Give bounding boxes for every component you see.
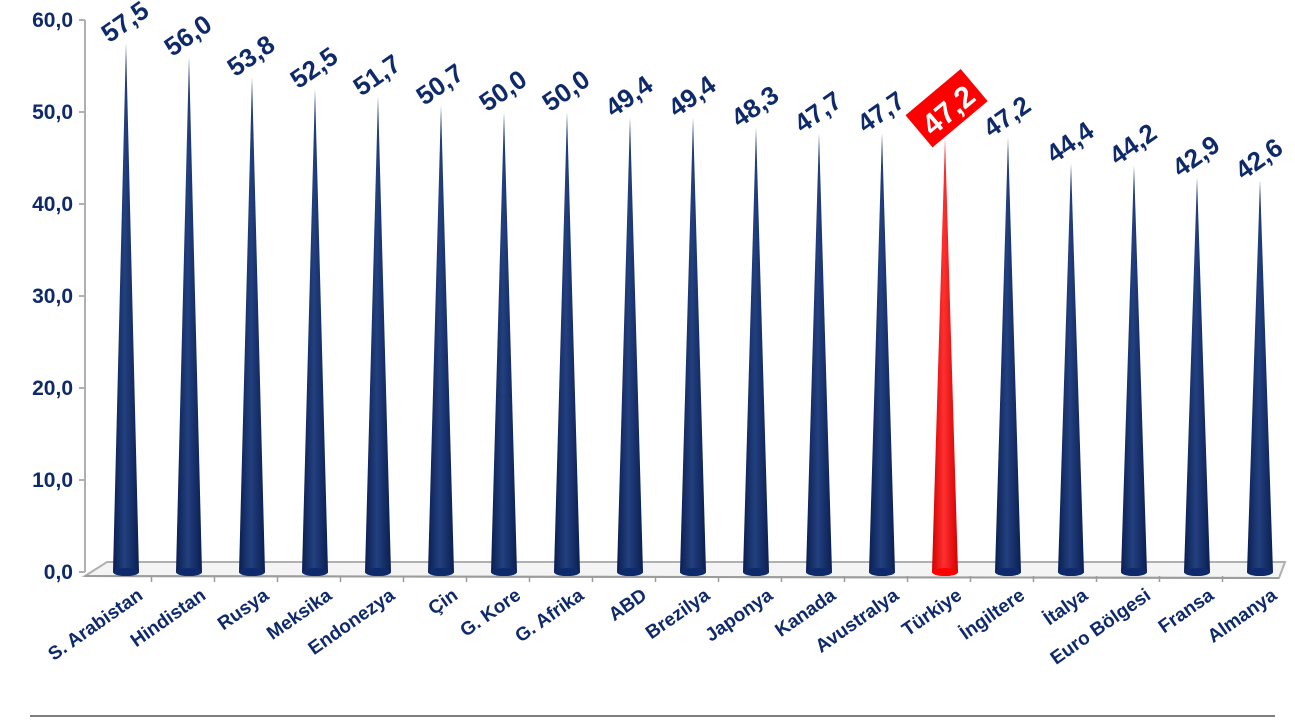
x-category-label: S. Arabistan: [45, 585, 147, 665]
bar: [617, 117, 643, 577]
data-label: 42,6: [1230, 132, 1289, 186]
x-axis-line: [84, 575, 1280, 579]
bar-base: [869, 568, 895, 576]
bar: [1121, 165, 1147, 577]
y-tick-label: 60,0: [32, 9, 73, 32]
data-label: 57,5: [96, 0, 155, 48]
data-label: 50,7: [411, 57, 470, 111]
y-tick-label: 30,0: [32, 285, 73, 308]
bar: [806, 133, 832, 576]
y-tick-label: 40,0: [32, 193, 73, 216]
x-category-label: ABD: [605, 585, 651, 626]
bar-base: [239, 568, 265, 576]
bar-base: [617, 568, 643, 576]
y-tick-label: 10,0: [32, 469, 73, 492]
bar: [428, 105, 454, 576]
data-label-highlight-box: 47,2: [905, 68, 988, 148]
bar: [1058, 163, 1084, 576]
data-label: 44,4: [1041, 115, 1100, 169]
bar: [1184, 177, 1210, 576]
data-label: 47,7: [789, 85, 848, 139]
x-category-label: Çin: [425, 585, 462, 620]
bar: [365, 96, 391, 577]
axes: 0,0 10,0 20,0 30,0 40,0 50,0 60,0: [30, 9, 1287, 717]
y-tick-label: 20,0: [32, 377, 73, 400]
data-label: 44,2: [1104, 117, 1163, 171]
data-label: 49,4: [600, 69, 659, 123]
bar-base: [428, 568, 454, 576]
data-label: 42,9: [1167, 129, 1226, 183]
bar-base: [302, 568, 328, 576]
data-label: 47,2: [978, 90, 1037, 144]
bar: [1247, 180, 1273, 576]
bar-base: [491, 568, 517, 576]
bar-base: [932, 568, 958, 576]
x-category-label: Brezilya: [642, 585, 714, 644]
bar-base: [806, 568, 832, 576]
data-label: 48,3: [726, 79, 785, 133]
data-label: 53,8: [222, 29, 281, 83]
bar: [995, 137, 1021, 576]
bar: [113, 43, 139, 576]
bar-base: [1247, 568, 1273, 576]
bar: [302, 89, 328, 576]
bar-highlight-turkiye: [932, 137, 958, 576]
bar-base: [176, 568, 202, 576]
bar-base: [995, 568, 1021, 576]
bars: [113, 43, 1273, 577]
y-tick-label: 0,0: [44, 561, 73, 584]
data-label: 56,0: [159, 9, 218, 63]
x-category-label: G. Afrika: [512, 585, 589, 647]
x-category-label: İtalya: [1040, 585, 1092, 630]
data-label: 50,0: [474, 64, 533, 118]
bar-base: [113, 568, 139, 576]
bar-base: [680, 568, 706, 576]
bar: [743, 127, 769, 576]
data-label: 49,4: [663, 69, 722, 123]
bar: [239, 77, 265, 576]
bar-base: [1058, 568, 1084, 576]
data-label: 50,0: [537, 64, 596, 118]
bar: [176, 56, 202, 577]
bar: [554, 112, 580, 576]
x-category-label: Japonya: [702, 585, 778, 647]
x-category-label: Türkiye: [898, 585, 965, 641]
bar-base: [1184, 568, 1210, 576]
data-label: 47,7: [852, 85, 911, 139]
x-category-label: Almanya: [1204, 585, 1281, 648]
highlight-badge: [905, 68, 988, 148]
y-tick-label: 50,0: [32, 101, 73, 124]
bar: [869, 133, 895, 576]
bar-base: [554, 568, 580, 576]
bar-base: [1121, 568, 1147, 576]
data-label: 52,5: [285, 41, 344, 95]
bar: [680, 117, 706, 577]
bar-base: [365, 568, 391, 576]
bar-base: [743, 568, 769, 576]
x-category-label: İngiltere: [956, 585, 1029, 645]
data-label: 51,7: [348, 48, 407, 102]
bar: [491, 112, 517, 576]
